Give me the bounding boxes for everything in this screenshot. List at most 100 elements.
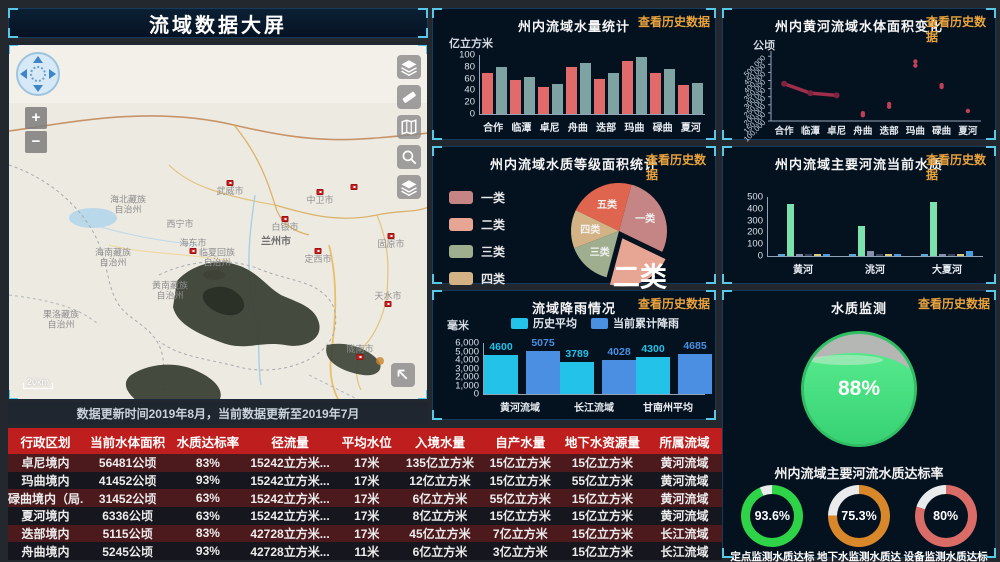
rainfall-legend: 历史平均 当前累计降雨 bbox=[511, 315, 679, 331]
rainfall-chart: 0 1,000 2,000 3,000 4,000 5,000 6,000 4600 5075 3… bbox=[455, 337, 712, 414]
ring-gauges: 93.6% 定点监测水质达标率 75.3% 地下水监测水质达标率 80% 设备监测水质达标… bbox=[723, 485, 995, 562]
legend-label: 二类 bbox=[481, 218, 506, 232]
water-area-line-chart: 100,000 150,000 200,000 250,000 300,000 350,0… bbox=[731, 47, 989, 148]
table-cell: 15242立方米... bbox=[243, 489, 337, 507]
history-link[interactable]: 查看历史数据 bbox=[917, 297, 990, 311]
bar bbox=[966, 250, 974, 256]
legend-map-icon[interactable] bbox=[397, 115, 421, 139]
svg-text:卓尼: 卓尼 bbox=[827, 125, 846, 137]
bar bbox=[650, 72, 662, 114]
y-axis-tick: 80 bbox=[464, 61, 475, 73]
table-header-cell: 入境水量 bbox=[397, 428, 483, 454]
chart-title: 水质监测 bbox=[830, 301, 887, 316]
y-axis-tick: 3,000 bbox=[455, 363, 479, 374]
legend-swatch bbox=[449, 245, 473, 258]
panel-water-volume: 州内流域水量统计 查看历史数据 亿立方米 0 20 40 60 80 100 合作 临潭 卓尼舟… bbox=[432, 8, 716, 140]
y-axis-tick: 40 bbox=[464, 84, 475, 96]
bar bbox=[885, 254, 893, 256]
legend-swatch bbox=[449, 272, 473, 285]
table-cell: 6亿立方米 bbox=[397, 542, 483, 560]
bar bbox=[551, 83, 563, 114]
category-label: 大夏河 bbox=[932, 265, 962, 276]
ring-value: 93.6% bbox=[754, 509, 791, 523]
table-row[interactable]: 玛曲境内 41452公顷 93% 15242立方米... 17米 12亿立方米 15亿立方米… bbox=[8, 471, 722, 490]
history-link[interactable]: 查看历史数据 bbox=[637, 15, 710, 29]
y-axis-unit: 公顷 bbox=[753, 40, 775, 52]
history-link[interactable]: 查看历史数据 bbox=[637, 297, 710, 311]
table-header-cell: 行政区划 bbox=[8, 428, 83, 454]
search-icon[interactable] bbox=[397, 145, 421, 169]
water-volume-chart: 0 20 40 60 80 100 合作 临潭 卓尼 舟曲 迭部 玛曲 碌曲 夏河 bbox=[459, 50, 705, 134]
svg-text:三类: 三类 bbox=[590, 245, 610, 258]
ring-caption: 设备监测水质达标率 bbox=[903, 551, 988, 562]
bar bbox=[495, 67, 507, 114]
chart-plot-area: 0 20 40 60 80 100 bbox=[459, 50, 705, 120]
map-zoom-in-button[interactable]: + bbox=[25, 107, 47, 129]
bar-group bbox=[849, 197, 902, 256]
table-cell: 6336公顷 bbox=[82, 506, 173, 525]
bar-value-label: 4600 bbox=[489, 340, 513, 353]
gauge-fill bbox=[804, 353, 914, 444]
map-poi-marker bbox=[350, 184, 358, 190]
table-header-cell: 地下水资源量 bbox=[557, 428, 647, 454]
y-axis-tick: 500 bbox=[747, 191, 763, 203]
category-label: 玛曲 bbox=[624, 123, 645, 134]
bar bbox=[537, 87, 549, 114]
bar bbox=[579, 62, 591, 114]
y-axis-tick: 5,000 bbox=[455, 346, 479, 357]
history-link[interactable]: 查看历史数据 bbox=[646, 153, 707, 182]
map[interactable]: 海北藏族 自治州 西宁市 海东市 武威市 中卫市 白银市 兰州市 临夏回族 自治州 定西市 固原市 海南… bbox=[8, 44, 428, 400]
bar bbox=[664, 68, 676, 114]
map-zoom-out-button[interactable]: − bbox=[25, 131, 47, 153]
history-link[interactable]: 查看历史数据 bbox=[926, 15, 987, 44]
chart-title: 州内流域水量统计 bbox=[517, 19, 630, 34]
basemap-layers-icon[interactable] bbox=[397, 175, 421, 199]
map-scalebar: 20km bbox=[23, 377, 54, 389]
legend-label: 四类 bbox=[481, 272, 506, 286]
category-label: 合作 bbox=[483, 123, 504, 134]
gauge-value: 88% bbox=[837, 377, 881, 400]
panel-corner bbox=[986, 274, 996, 284]
category-label: 卓尼 bbox=[539, 123, 560, 134]
panel-corner bbox=[722, 274, 732, 284]
table-header-cell: 平均水位 bbox=[336, 428, 398, 454]
table-cell: 5115公顷 bbox=[82, 524, 173, 543]
reset-extent-icon[interactable] bbox=[391, 363, 415, 387]
map-poi-marker bbox=[356, 354, 364, 360]
table-row[interactable]: 碌曲境内（局... 31452公顷 63% 15242立方米... 17米 6亿立方米 55… bbox=[8, 489, 722, 507]
bar: 4685 bbox=[678, 340, 712, 394]
y-axis-tick: 200 bbox=[747, 226, 763, 238]
bar bbox=[822, 254, 830, 256]
table-row[interactable]: 夏河境内 6336公顷 63% 15242立方米... 17米 8亿立方米 15亿立方米 15… bbox=[8, 506, 722, 525]
ring-gauge: 75.3% 地下水监测水质达标率 bbox=[816, 485, 902, 562]
bar bbox=[481, 72, 493, 114]
layers-icon[interactable] bbox=[397, 55, 421, 79]
measure-icon[interactable] bbox=[397, 85, 421, 109]
legend-label: 当前累计降雨 bbox=[613, 318, 679, 330]
table-cell: 迭部境内 bbox=[8, 524, 83, 543]
table-cell: 12亿立方米 bbox=[397, 471, 483, 490]
table-row[interactable]: 舟曲境内 5245公顷 93% 42728立方米... 11米 6亿立方米 3亿立方米 15亿… bbox=[8, 542, 722, 560]
chart-plot-area: 0 1,000 2,000 3,000 4,000 5,000 6,000 4600 5075 3… bbox=[455, 337, 712, 400]
legend-swatch bbox=[449, 191, 473, 204]
table-cell: 83% bbox=[172, 524, 244, 543]
map-poi-marker bbox=[314, 248, 322, 254]
history-link[interactable]: 查看历史数据 bbox=[926, 153, 987, 182]
bar bbox=[867, 251, 875, 256]
map-pan-control[interactable] bbox=[15, 51, 61, 97]
bar bbox=[813, 254, 821, 256]
gauge-subtitle: 州内流域主要河流水质达标率 bbox=[774, 466, 944, 481]
table-row[interactable]: 卓尼境内 56481公顷 83% 15242立方米... 17米 135亿立方米 15亿立方… bbox=[8, 454, 722, 472]
liquid-fill-gauge: 88% bbox=[801, 331, 917, 447]
bar bbox=[509, 79, 521, 114]
table-cell: 黄河流域 bbox=[647, 454, 722, 472]
category-label: 洮河 bbox=[865, 265, 885, 276]
legend-label: 历史平均 bbox=[533, 318, 577, 330]
table-cell: 63% bbox=[172, 489, 244, 507]
table-row[interactable]: 迭部境内 5115公顷 83% 42728立方米... 17米 45亿立方米 7亿立方米 15… bbox=[8, 524, 722, 543]
table-cell: 45亿立方米 bbox=[397, 524, 483, 543]
y-axis-tick: 0 bbox=[473, 388, 479, 400]
chart-category-labels: 黄河 洮河 大夏河 bbox=[767, 258, 983, 276]
bar-group bbox=[481, 55, 507, 114]
table-cell: 55亿立方米 bbox=[557, 471, 647, 490]
